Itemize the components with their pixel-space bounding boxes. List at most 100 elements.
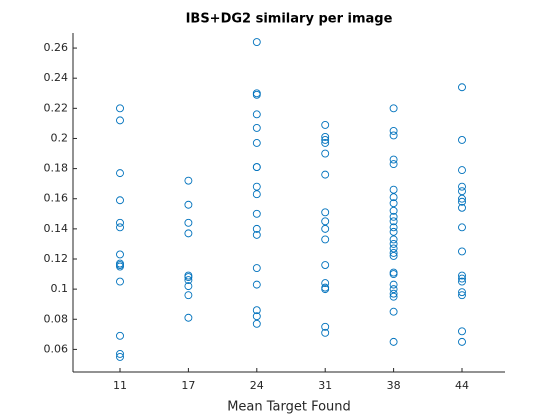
point <box>389 239 398 248</box>
point <box>458 337 466 346</box>
point <box>389 155 398 164</box>
point <box>252 123 261 132</box>
point <box>116 104 124 113</box>
point <box>252 280 261 289</box>
point <box>252 139 261 147</box>
point <box>389 337 398 346</box>
point <box>458 271 466 280</box>
y-tick-label: 0.16 <box>44 192 69 205</box>
point <box>321 133 330 141</box>
point <box>458 83 466 92</box>
y-tick-label: 0.2 <box>51 131 69 144</box>
point <box>116 262 124 271</box>
point <box>458 327 466 336</box>
point <box>184 313 193 322</box>
point <box>321 279 330 288</box>
point <box>116 277 124 286</box>
point <box>321 322 330 331</box>
point <box>321 208 330 217</box>
point <box>389 270 398 279</box>
point <box>389 292 398 301</box>
point <box>389 212 398 221</box>
point <box>184 273 193 282</box>
point <box>116 223 124 232</box>
point <box>252 110 261 119</box>
point <box>389 160 398 169</box>
point <box>116 331 124 340</box>
point <box>321 217 330 226</box>
y-tick-label: 0.14 <box>44 222 69 235</box>
point <box>458 247 466 256</box>
point <box>116 218 124 227</box>
point <box>389 193 398 202</box>
point <box>252 89 261 98</box>
point <box>321 328 330 337</box>
point <box>184 218 193 227</box>
x-tick-label: 24 <box>250 379 264 392</box>
point <box>252 90 261 99</box>
point <box>252 264 261 272</box>
point <box>321 139 330 147</box>
point <box>321 170 330 179</box>
point <box>458 203 466 212</box>
point <box>321 149 330 158</box>
point <box>458 194 466 203</box>
point <box>321 285 330 294</box>
point <box>389 289 398 298</box>
y-tick-label: 0.22 <box>44 101 69 114</box>
point <box>458 274 466 283</box>
point <box>116 352 124 361</box>
chart-title: IBS+DG2 similary per image <box>186 12 393 27</box>
point <box>252 190 261 199</box>
point <box>321 261 330 269</box>
point <box>321 283 330 292</box>
point <box>458 136 466 144</box>
x-tick-label: 17 <box>181 379 195 392</box>
point <box>252 163 261 172</box>
point <box>389 104 398 113</box>
x-tick-label: 11 <box>113 379 127 392</box>
y-tick-label: 0.12 <box>44 252 69 265</box>
point <box>321 136 330 144</box>
x-tick-label: 31 <box>318 379 332 392</box>
y-tick-label: 0.1 <box>51 282 69 295</box>
point <box>389 185 398 194</box>
point <box>252 224 261 233</box>
point <box>321 224 330 233</box>
point <box>458 291 466 300</box>
point <box>252 182 261 191</box>
point <box>184 200 193 209</box>
point <box>184 291 193 300</box>
point <box>389 249 398 257</box>
y-tick-label: 0.06 <box>44 342 69 355</box>
point <box>252 319 261 328</box>
x-axis-label: Mean Target Found <box>227 400 351 415</box>
point <box>184 229 193 238</box>
point <box>116 196 124 205</box>
point <box>184 276 193 285</box>
point <box>389 206 398 215</box>
point <box>184 282 193 291</box>
point <box>458 277 466 286</box>
point <box>389 285 398 294</box>
point <box>321 120 330 129</box>
point <box>116 250 124 259</box>
point <box>389 280 398 289</box>
x-tick-label: 44 <box>455 379 469 392</box>
point <box>389 307 398 316</box>
point <box>458 166 466 175</box>
point <box>458 187 466 196</box>
x-tick-label: 38 <box>387 379 401 392</box>
point <box>252 209 261 218</box>
point <box>252 230 261 239</box>
y-tick-label: 0.26 <box>44 41 69 54</box>
point <box>458 197 466 206</box>
point <box>389 223 398 232</box>
point <box>321 235 330 244</box>
point <box>389 217 398 226</box>
point <box>389 235 398 244</box>
point <box>116 169 124 178</box>
point <box>389 244 398 253</box>
point <box>252 306 261 315</box>
